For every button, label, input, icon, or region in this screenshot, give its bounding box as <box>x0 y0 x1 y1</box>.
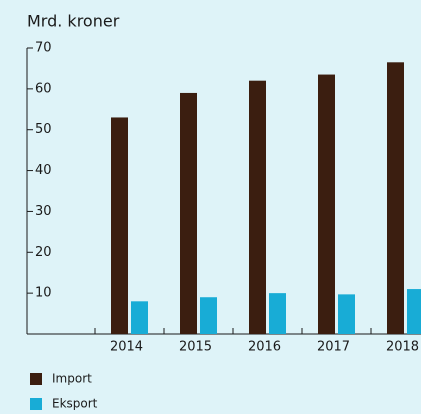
bar <box>200 297 217 334</box>
legend-label: Import <box>52 372 92 386</box>
bar <box>131 301 148 334</box>
x-tick-label: 2016 <box>248 340 281 355</box>
x-tick-label: 2018 <box>386 340 419 355</box>
x-tick-label: 2017 <box>317 340 350 355</box>
bar <box>180 92 197 334</box>
legend-swatch <box>30 398 42 410</box>
y-tick-label: 60 <box>35 81 52 96</box>
bar <box>318 74 335 335</box>
y-tick-label: 40 <box>35 163 52 178</box>
x-tick-label: 2015 <box>179 340 212 355</box>
bar <box>249 80 266 334</box>
bar <box>269 293 286 334</box>
bar <box>111 117 128 334</box>
legend-swatch <box>30 373 42 385</box>
bar <box>407 289 421 334</box>
y-tick-label: 70 <box>35 41 52 56</box>
y-tick-label: 20 <box>35 245 52 260</box>
legend-label: Eksport <box>52 397 98 411</box>
bar <box>387 62 404 335</box>
y-tick-label: 10 <box>35 286 52 301</box>
bar <box>338 294 355 334</box>
y-tick-label: 50 <box>35 122 52 137</box>
y-axis-label: Mrd. kroner <box>27 12 120 31</box>
y-tick-label: 30 <box>35 204 52 219</box>
x-tick-label: 2014 <box>110 340 143 355</box>
